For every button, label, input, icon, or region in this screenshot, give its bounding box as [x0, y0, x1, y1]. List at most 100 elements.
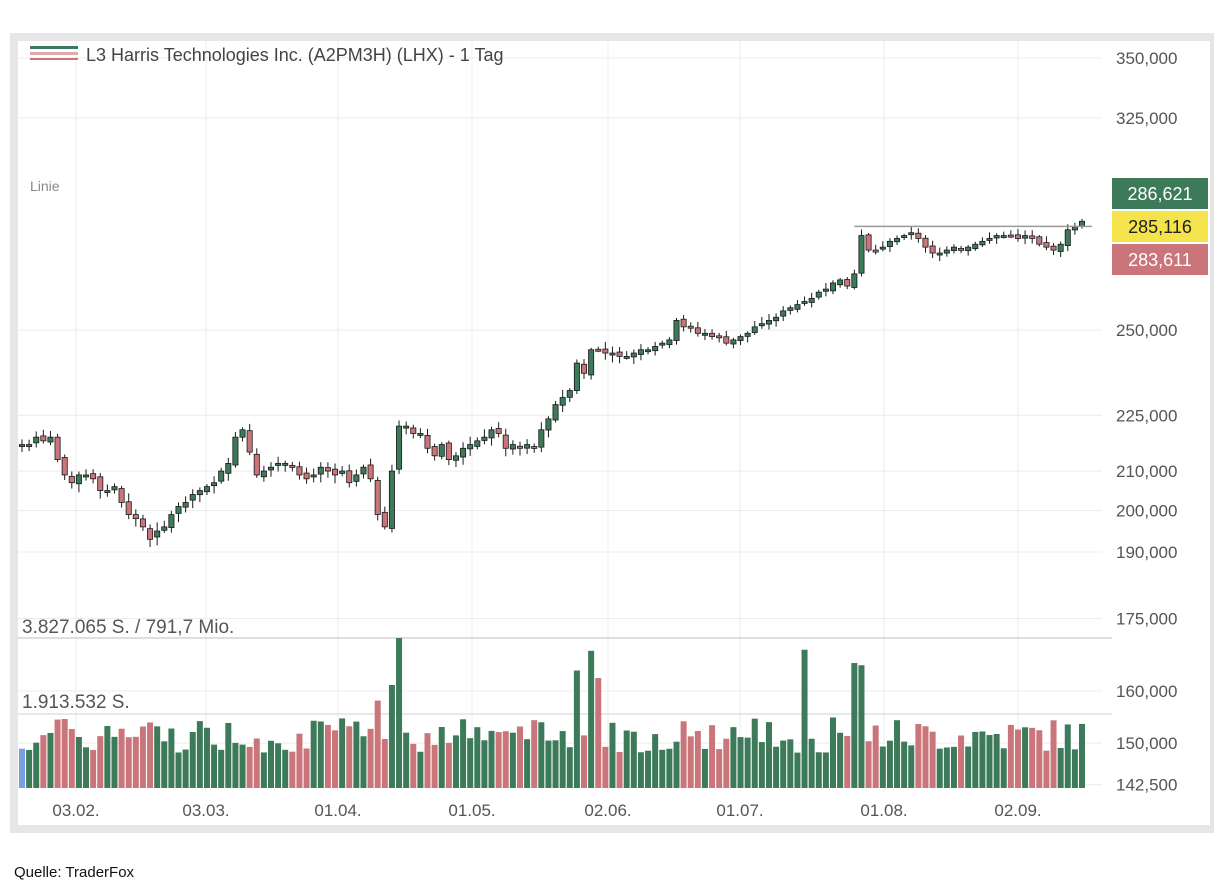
candle-body — [438, 444, 445, 457]
volume-bar — [936, 748, 943, 788]
volume-bar — [1071, 749, 1078, 788]
candle-body — [709, 332, 716, 337]
volume-bar — [993, 733, 1000, 788]
volume-bar — [1036, 730, 1043, 788]
candle-body — [965, 246, 972, 252]
candle-body — [90, 473, 97, 480]
candle-body — [979, 240, 986, 246]
volume-bar — [396, 638, 403, 788]
candle-body — [908, 232, 915, 236]
candle-body — [573, 362, 580, 391]
candle-body — [111, 486, 118, 491]
y-tick-label: 210,000 — [1116, 462, 1177, 481]
volume-bar — [723, 738, 730, 788]
volume-bar — [111, 736, 118, 788]
volume-bar — [844, 735, 851, 788]
volume-bar — [1007, 724, 1014, 788]
candle-body — [559, 397, 566, 406]
volume-bar — [196, 721, 203, 788]
volume-bar — [374, 700, 381, 788]
candle-body — [26, 444, 33, 447]
candle-body — [765, 320, 772, 325]
volume-bar — [588, 650, 595, 788]
candle-body — [196, 490, 203, 496]
candle-body — [132, 514, 139, 520]
volume-bar — [218, 749, 225, 788]
volume-bar — [581, 735, 588, 788]
candle-body — [161, 526, 168, 531]
volume-bar — [118, 728, 125, 788]
volume-bar — [26, 749, 33, 788]
candle-body — [652, 346, 659, 352]
candle-body — [837, 279, 844, 286]
candle-body — [972, 243, 979, 250]
candle-body — [346, 470, 353, 484]
volume-bar — [75, 737, 82, 788]
candle-body — [388, 470, 395, 529]
volume-bar — [516, 726, 523, 788]
volume-bar — [161, 741, 168, 788]
candle-body — [125, 501, 132, 515]
candle-body — [815, 291, 822, 298]
volume-bar — [901, 741, 908, 788]
candle-body — [154, 530, 161, 538]
volume-bar — [979, 731, 986, 788]
x-tick-label: 03.02. — [52, 801, 99, 820]
chart-legend[interactable]: L3 Harris Technologies Inc. (A2PM3H) (LH… — [30, 45, 504, 65]
candle-body — [1057, 243, 1064, 252]
volume-bar — [339, 718, 346, 788]
candle-body — [958, 247, 965, 251]
candle-body — [495, 428, 502, 434]
candle-body — [339, 470, 346, 474]
y-tick-label: 150,000 — [1116, 734, 1177, 753]
volume-bar — [929, 731, 936, 788]
volume-bar — [502, 731, 509, 788]
volume-bar — [239, 744, 246, 788]
volume-bar — [182, 749, 189, 788]
x-tick-label: 01.07. — [716, 801, 763, 820]
volume-bar — [972, 731, 979, 788]
candle-body — [730, 339, 737, 345]
candle-body — [659, 342, 666, 346]
volume-bar — [68, 729, 75, 788]
candlesticks — [18, 218, 1086, 548]
volume-bar — [225, 722, 232, 788]
volume-bar — [189, 732, 196, 788]
volume-bar — [958, 735, 965, 788]
candle-body — [68, 475, 75, 484]
chart-mode-label[interactable]: Linie — [30, 178, 60, 194]
candle-body — [1079, 220, 1086, 227]
candle-body — [502, 434, 509, 449]
candle-body — [417, 433, 424, 436]
volume-bar — [417, 751, 424, 788]
candle-body — [595, 348, 602, 352]
volume-bar — [851, 663, 858, 788]
candle-body — [282, 463, 289, 466]
candle-body — [467, 444, 474, 450]
candle-body — [808, 297, 815, 303]
volume-bar — [894, 720, 901, 788]
candle-body — [18, 444, 25, 447]
candle-body — [1022, 235, 1029, 239]
x-tick-label: 03.03. — [182, 801, 229, 820]
candle-body — [737, 336, 744, 341]
volume-bar — [694, 731, 701, 788]
candle-body — [1043, 242, 1050, 248]
volume-bar — [168, 728, 175, 788]
candle-body — [950, 246, 957, 251]
volume-bar — [246, 746, 253, 788]
volume-bar — [125, 737, 132, 788]
candle-body — [97, 476, 104, 491]
volume-bar — [481, 740, 488, 788]
volume-bar — [33, 742, 40, 788]
volume-bar — [97, 736, 104, 788]
volume-bar — [637, 752, 644, 788]
candle-body — [253, 453, 260, 476]
volume-bar — [317, 721, 324, 788]
candle-body — [723, 336, 730, 344]
y-tick-label: 200,000 — [1116, 502, 1177, 521]
candle-body — [275, 463, 282, 466]
candle-body — [1071, 226, 1078, 231]
y-tick-label: 175,000 — [1116, 610, 1177, 629]
volume-bar — [445, 742, 452, 788]
